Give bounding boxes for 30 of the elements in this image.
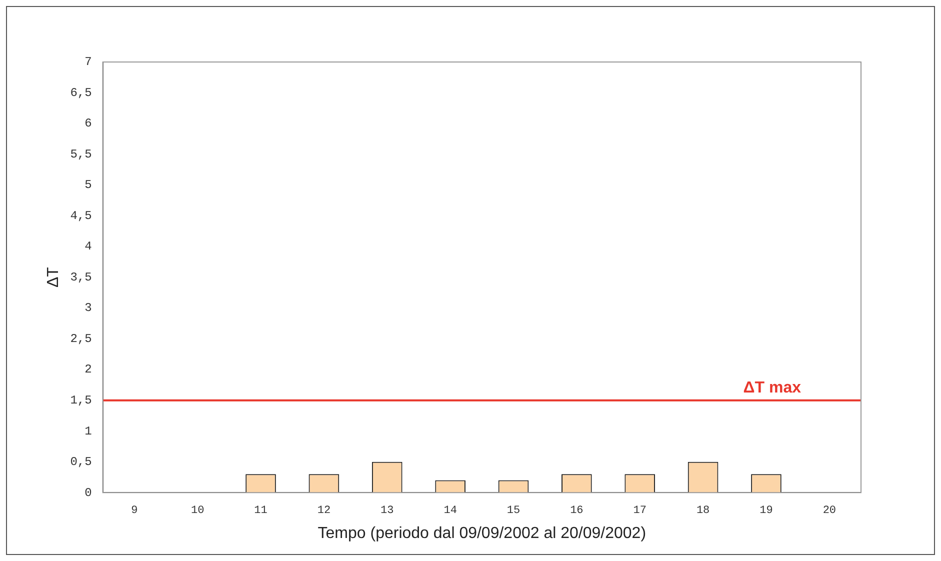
y-tick-label: 1 — [84, 424, 92, 438]
x-tick-label: 9 — [131, 505, 138, 518]
y-tick-label: 6,5 — [70, 86, 92, 100]
x-tick-label: 18 — [696, 505, 710, 518]
y-tick-label: 5 — [84, 178, 92, 192]
y-tick-label: 5,5 — [70, 147, 92, 162]
x-tick-label: 13 — [380, 505, 394, 518]
y-tick-label: 0,5 — [70, 455, 92, 470]
x-tick-label: 11 — [254, 505, 268, 518]
y-tick-label: 2 — [84, 362, 92, 377]
y-tick-label: 0 — [84, 486, 92, 500]
x-tick-label: 17 — [633, 505, 646, 518]
y-tick-label: 6 — [84, 116, 92, 131]
x-tick-label: 19 — [760, 505, 773, 518]
y-tick-label: 4,5 — [70, 208, 92, 223]
y-tick-label: 2,5 — [70, 332, 92, 346]
y-tick-label: 1,5 — [70, 394, 92, 408]
x-tick-label: 12 — [317, 505, 331, 518]
x-tick-label: 16 — [570, 505, 584, 518]
y-tick-label: 7 — [84, 55, 92, 70]
y-tick-label: 4 — [84, 240, 92, 254]
y-tick-label: 3,5 — [70, 270, 92, 284]
y-tick-label: 3 — [84, 301, 92, 316]
x-tick-label: 14 — [444, 505, 458, 518]
x-tick-label: 10 — [190, 505, 204, 518]
x-tick-label: 15 — [506, 505, 520, 518]
x-tick-label: 20 — [822, 505, 836, 518]
x-axis-title: Tempo (periodo dal 09/09/2002 al 20/09/2002) — [318, 524, 646, 542]
y-axis-title: ΔT — [45, 266, 62, 288]
ref-line-label: ΔT max — [743, 380, 802, 397]
